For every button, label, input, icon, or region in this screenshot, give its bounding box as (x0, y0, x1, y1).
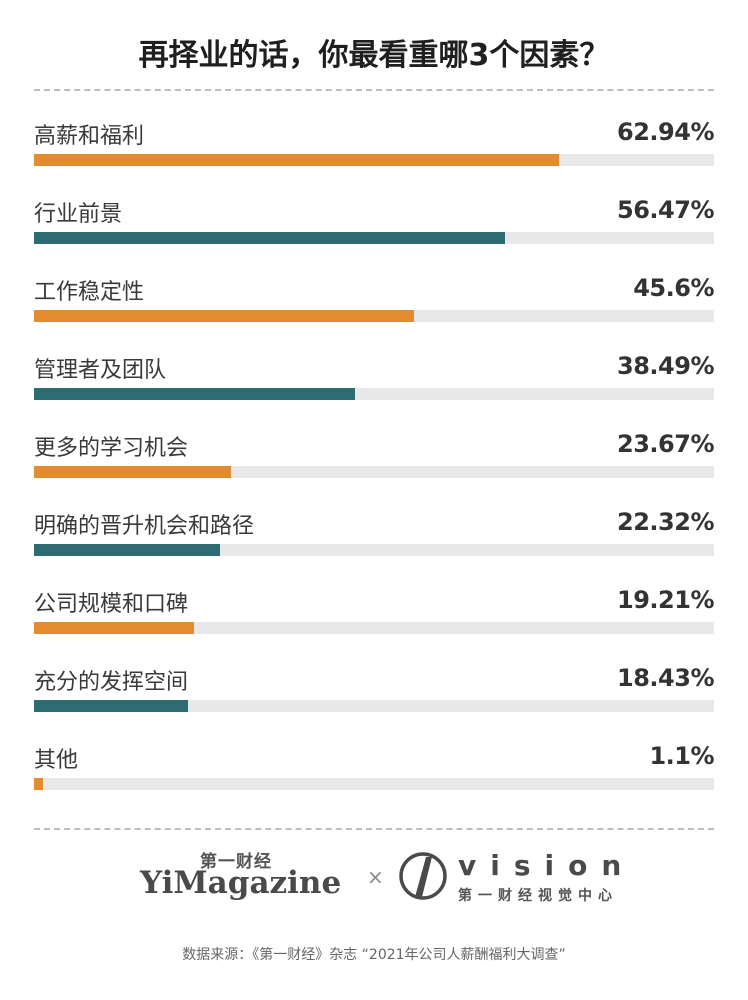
value-label: 19.21% (617, 586, 714, 614)
bar (34, 700, 188, 712)
bar-track (34, 388, 714, 400)
bar-row: 其他 1.1% (34, 742, 714, 820)
value-label: 18.43% (617, 664, 714, 692)
bar-track (34, 622, 714, 634)
bottom-divider (34, 828, 714, 830)
bar (34, 310, 415, 322)
bar (34, 466, 232, 478)
value-label: 23.67% (617, 430, 714, 458)
bar (34, 388, 356, 400)
value-label: 45.6% (633, 274, 714, 302)
vision-subtitle: 第一财经视觉中心 (458, 888, 618, 904)
category-label: 公司规模和口碑 (34, 592, 189, 617)
value-label: 1.1% (649, 742, 714, 770)
category-label: 工作稳定性 (34, 280, 145, 305)
bar-row: 明确的晋升机会和路径 22.32% (34, 508, 714, 586)
bar-track (34, 232, 714, 244)
bar-track (34, 700, 714, 712)
bar-track (34, 466, 714, 478)
footer-logos: 第一财经 YiMagazine × vision 第一财经视觉中心 (0, 845, 748, 915)
bar (34, 778, 44, 790)
bar-row: 高薪和福利 62.94% (34, 118, 714, 196)
bar-track (34, 154, 714, 166)
bar-track (34, 310, 714, 322)
times-symbol: × (367, 865, 384, 889)
category-label: 行业前景 (34, 202, 123, 227)
vision-logo-icon (399, 852, 447, 900)
value-label: 62.94% (617, 118, 714, 146)
value-label: 22.32% (617, 508, 714, 536)
category-label: 更多的学习机会 (34, 436, 189, 461)
category-label: 高薪和福利 (34, 124, 145, 149)
category-label: 充分的发挥空间 (34, 670, 189, 695)
vision-wordmark: vision (458, 849, 636, 882)
bar-row: 更多的学习机会 23.67% (34, 430, 714, 508)
bar-row: 管理者及团队 38.49% (34, 352, 714, 430)
yimagazine-logo: YiMagazine (140, 865, 342, 901)
bar-row: 行业前景 56.47% (34, 196, 714, 274)
bar-row: 工作稳定性 45.6% (34, 274, 714, 352)
bar (34, 232, 506, 244)
bar (34, 154, 560, 166)
data-source-note: 数据来源：《第一财经》杂志 “2021年公司人薪酬福利大调查” (182, 947, 566, 963)
category-label: 管理者及团队 (34, 358, 167, 383)
bar-row: 公司规模和口碑 19.21% (34, 586, 714, 664)
category-label: 其他 (34, 748, 79, 773)
bar-row: 充分的发挥空间 18.43% (34, 664, 714, 742)
chart-title: 再择业的话，你最看重哪3个因素？ (138, 38, 610, 73)
bar (34, 622, 195, 634)
yimagazine-logo-cn: 第一财经 (200, 852, 272, 872)
bar-track (34, 544, 714, 556)
bar (34, 544, 221, 556)
value-label: 38.49% (617, 352, 714, 380)
bar-track (34, 778, 714, 790)
top-divider (34, 89, 714, 91)
category-label: 明确的晋升机会和路径 (34, 514, 255, 539)
value-label: 56.47% (617, 196, 714, 224)
